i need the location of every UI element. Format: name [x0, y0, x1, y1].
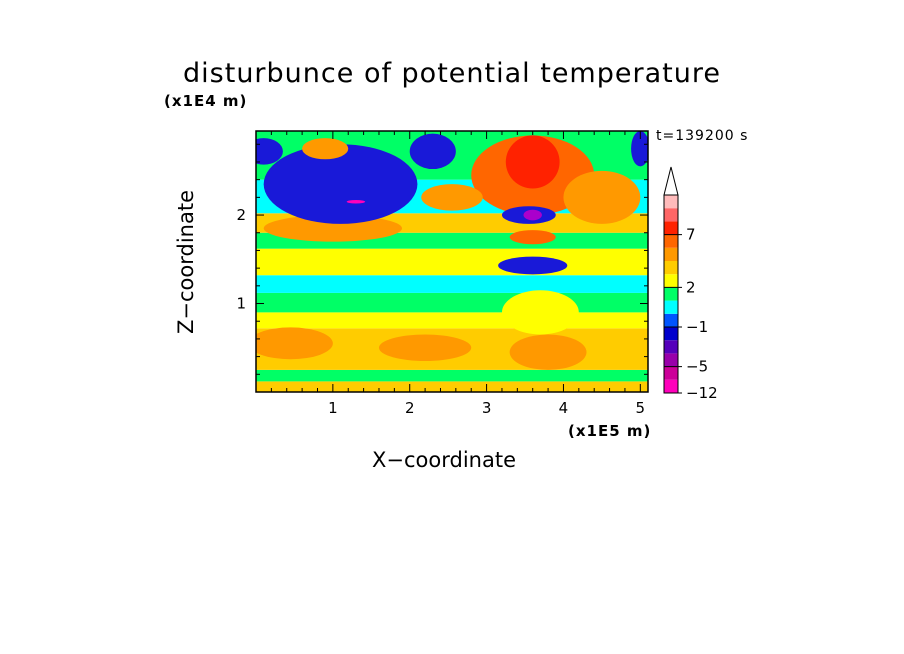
- colorbar-swatch: [664, 340, 678, 354]
- colorbar-swatch: [664, 313, 678, 327]
- contour-cell: [523, 209, 542, 221]
- contour-cell: [421, 184, 483, 211]
- colorbar-swatch: [664, 379, 678, 393]
- z-unit-label: (x1E4 m): [164, 92, 248, 110]
- colorbar-swatch: [664, 300, 678, 314]
- x-unit-label: (x1E5 m): [568, 422, 652, 440]
- colorbar: 7 2 −1 −5 −12: [663, 166, 718, 402]
- colorbar-swatch: [664, 234, 678, 248]
- colorbar-extend-arrow: [663, 166, 679, 196]
- colorbar-swatch: [664, 274, 678, 288]
- contour-cell: [346, 200, 366, 204]
- contour-band: [256, 369, 648, 382]
- contour-cell: [498, 256, 568, 275]
- chart-title: disturbunce of potential temperature: [183, 58, 721, 89]
- colorbar-swatch: [664, 261, 678, 275]
- contour-cell: [378, 334, 472, 362]
- y-tick-label: 2: [236, 206, 246, 224]
- colorbar-swatch: [664, 221, 678, 235]
- axis-ticks: 1 2 3 4 5 1 2: [236, 131, 648, 417]
- time-label: t=139200 s: [656, 128, 749, 144]
- plot-frame: [255, 130, 649, 393]
- colorbar-tick-label: −1: [686, 318, 708, 336]
- contour-cell: [256, 138, 283, 165]
- x-tick-label: 2: [405, 399, 415, 417]
- contour-cell: [631, 131, 648, 167]
- colorbar-tick-label: 2: [686, 278, 696, 296]
- y-tick-label: 1: [236, 295, 246, 313]
- contour-band: [256, 248, 648, 276]
- colorbar-swatch: [664, 353, 678, 367]
- x-tick-label: 5: [636, 399, 646, 417]
- colorbar-swatch: [664, 208, 678, 222]
- contour-band: [256, 381, 648, 392]
- colorbar-tick-label: −5: [686, 358, 708, 376]
- colorbar-swatch: [664, 366, 678, 380]
- contour-field: [256, 131, 648, 392]
- contour-cell: [263, 144, 418, 224]
- contour-band: [256, 275, 648, 293]
- contour-cell: [509, 334, 587, 370]
- colorbar-swatch: [664, 287, 678, 301]
- x-tick-label: 4: [559, 399, 569, 417]
- x-axis-label: X−coordinate: [372, 448, 516, 472]
- x-tick-label: 3: [482, 399, 492, 417]
- x-tick-label: 1: [328, 399, 338, 417]
- contour-cell: [509, 230, 556, 245]
- contour-band: [256, 292, 648, 313]
- contour-cell: [501, 290, 579, 335]
- colorbar-tick-label: −12: [686, 384, 718, 402]
- contour-cell: [256, 327, 333, 360]
- contour-cell: [302, 138, 349, 160]
- colorbar-swatch: [664, 327, 678, 341]
- colorbar-swatch: [664, 195, 678, 209]
- contour-cell: [563, 170, 641, 224]
- contour-cell: [409, 133, 456, 170]
- colorbar-tick-label: 7: [686, 226, 696, 244]
- contour-cell: [263, 215, 403, 242]
- contour-band: [256, 312, 648, 329]
- colorbar-swatch: [664, 247, 678, 261]
- contour-cell: [505, 135, 560, 189]
